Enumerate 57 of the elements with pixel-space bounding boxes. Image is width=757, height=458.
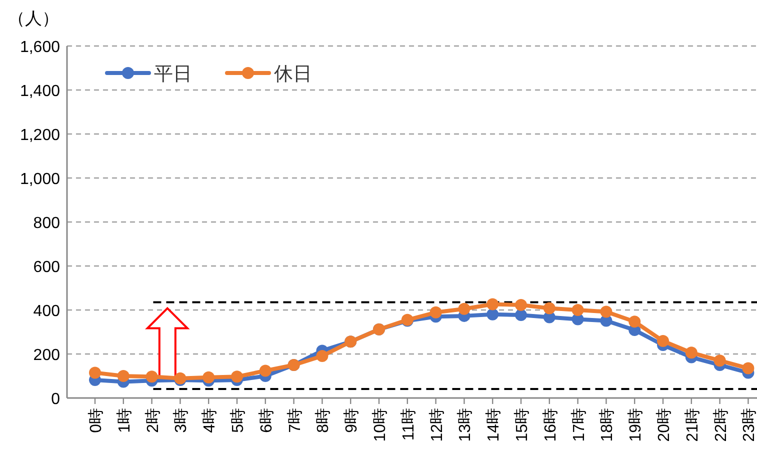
x-tick-label: 6時 xyxy=(257,408,276,433)
point xyxy=(202,371,215,384)
point xyxy=(714,354,726,367)
point xyxy=(231,370,243,383)
point xyxy=(742,362,754,374)
x-tick-label: 14時 xyxy=(484,408,503,442)
x-tick-label: 22時 xyxy=(712,408,730,442)
x-tick-label: 1時 xyxy=(115,408,134,433)
point xyxy=(89,366,101,379)
point xyxy=(458,302,470,315)
x-tick-label: 16時 xyxy=(541,408,560,442)
legend-label: 平日 xyxy=(154,64,192,85)
point xyxy=(259,364,272,377)
x-tick-label: 17時 xyxy=(570,408,588,442)
point xyxy=(316,350,328,362)
x-tick-label: 7時 xyxy=(286,408,304,433)
x-tick-label: 4時 xyxy=(200,408,219,433)
point xyxy=(572,304,584,316)
x-tick-label: 2時 xyxy=(144,408,162,433)
x-tick-label: 15時 xyxy=(513,408,531,442)
y-tick-label: 200 xyxy=(33,347,60,364)
point xyxy=(486,298,499,310)
y-tick-label: 600 xyxy=(33,259,60,276)
y-tick-label: 1,400 xyxy=(20,83,60,100)
x-tick-label: 8時 xyxy=(314,408,332,433)
x-tick-label: 23時 xyxy=(740,408,757,442)
point xyxy=(515,298,527,311)
x-tick-label: 3時 xyxy=(172,408,190,433)
x-tick-label: 12時 xyxy=(428,408,446,442)
x-tick-label: 9時 xyxy=(342,408,361,433)
x-tick-label: 5時 xyxy=(229,408,247,433)
point xyxy=(117,370,130,382)
point xyxy=(657,335,669,348)
point xyxy=(486,308,499,320)
x-tick-label: 11時 xyxy=(399,408,418,441)
y-tick-label: 1,000 xyxy=(20,171,60,188)
point xyxy=(600,306,612,318)
x-tick-label: 21時 xyxy=(683,408,702,442)
point xyxy=(685,346,698,359)
y-tick-label: 1,200 xyxy=(20,127,60,144)
point xyxy=(543,302,556,314)
x-tick-label: 10時 xyxy=(371,408,389,442)
x-tick-label: 13時 xyxy=(456,408,474,442)
y-tick-label: 1,600 xyxy=(20,39,60,56)
y-axis-title: （人） xyxy=(8,9,59,28)
y-tick-label: 800 xyxy=(33,215,60,232)
y-tick-label: 400 xyxy=(33,303,60,320)
point xyxy=(430,306,442,318)
x-tick-label: 19時 xyxy=(626,408,645,442)
legend-label: 休日 xyxy=(274,64,312,85)
x-tick-label: 18時 xyxy=(598,408,616,442)
point xyxy=(146,370,158,383)
point xyxy=(515,309,527,322)
y-tick-label: 0 xyxy=(51,391,60,408)
x-tick-label: 20時 xyxy=(655,408,673,442)
x-tick-label: 0時 xyxy=(87,408,105,433)
point xyxy=(628,316,641,328)
